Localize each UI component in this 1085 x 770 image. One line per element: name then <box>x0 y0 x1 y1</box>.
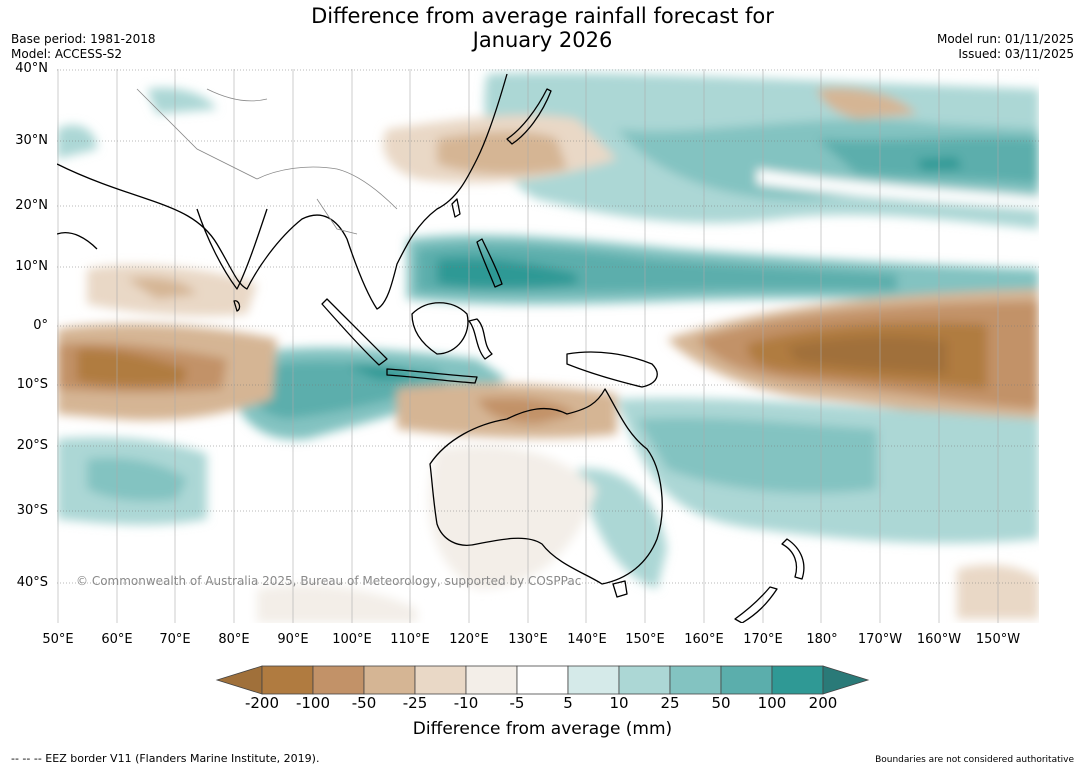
country-borders <box>136 88 398 235</box>
copyright-notice: © Commonwealth of Australia 2025, Bureau… <box>76 574 582 588</box>
lon-label-60e: 60°E <box>101 632 133 647</box>
colorbar-arrow-low <box>215 665 263 695</box>
lon-label-70e: 70°E <box>159 632 191 647</box>
lon-label-170e: 170°E <box>743 632 783 647</box>
eez-border-note: -- -- -- EEZ border V11 (Flanders Marine… <box>11 752 320 765</box>
colorbar-title: Difference from average (mm) <box>412 719 673 739</box>
lon-label-180: 180° <box>806 632 838 647</box>
colorbar-swatch <box>465 665 518 695</box>
base-period: Base period: 1981-2018 <box>11 32 156 46</box>
colorbar-tick-minus100: -100 <box>295 694 331 712</box>
lon-label-50e: 50°E <box>42 632 74 647</box>
lon-label-120e: 120°E <box>449 632 489 647</box>
colorbar-tick-100: 100 <box>757 694 787 712</box>
lon-label-110e: 110°E <box>390 632 430 647</box>
coastlines <box>57 73 805 623</box>
issued-date: Issued: 03/11/2025 <box>958 47 1074 61</box>
colorbar-tick-50: 50 <box>711 694 731 712</box>
lon-label-150e: 150°E <box>625 632 665 647</box>
anomaly-shading <box>57 72 1039 623</box>
lat-label-20n: 20°N <box>15 198 48 213</box>
colorbar-arrow-high <box>822 665 870 695</box>
lon-label-160e: 160°E <box>684 632 724 647</box>
lon-label-80e: 80°E <box>218 632 250 647</box>
colorbar-swatch <box>771 665 824 695</box>
colorbar-tick-minus25: -25 <box>402 694 428 712</box>
colorbar-swatch <box>516 665 569 695</box>
lat-label-20s: 20°S <box>16 438 48 453</box>
colorbar-swatch <box>567 665 620 695</box>
lon-label-140e: 140°E <box>567 632 607 647</box>
lon-label-150w: 150°W <box>975 632 1021 647</box>
lat-label-10n: 10°N <box>15 259 48 274</box>
colorbar-tick-minus5: -5 <box>509 694 525 712</box>
colorbar-swatch <box>669 665 722 695</box>
map-canvas <box>57 69 1039 623</box>
title-line-1: Difference from average rainfall forecas… <box>311 4 774 28</box>
lat-label-30n: 30°N <box>15 133 48 148</box>
colorbar-tick-25: 25 <box>660 694 680 712</box>
colorbar-tick-minus50: -50 <box>351 694 377 712</box>
lon-label-100e: 100°E <box>332 632 372 647</box>
model-name: Model: ACCESS-S2 <box>11 47 123 61</box>
lon-label-160w: 160°W <box>916 632 962 647</box>
colorbar-swatch <box>618 665 671 695</box>
lat-label-equator: 0° <box>33 318 48 333</box>
lat-label-40s: 40°S <box>16 575 48 590</box>
lon-label-130e: 130°E <box>508 632 548 647</box>
colorbar-tick-minus200: -200 <box>244 694 280 712</box>
run-info: Model run: 01/11/2025 Issued: 03/11/2025 <box>937 32 1074 62</box>
colorbar-tick-5: 5 <box>563 694 573 712</box>
meridians <box>57 69 999 623</box>
lat-label-40n: 40°N <box>15 61 48 76</box>
colorbar-legend <box>215 665 870 695</box>
title-line-2: January 2026 <box>472 28 613 52</box>
model-info: Base period: 1981-2018 Model: ACCESS-S2 <box>11 32 156 62</box>
lon-label-170w: 170°W <box>857 632 903 647</box>
colorbar-tick-200: 200 <box>808 694 838 712</box>
model-run: Model run: 01/11/2025 <box>936 32 1074 46</box>
rainfall-anomaly-map <box>57 69 1039 623</box>
lat-label-10s: 10°S <box>16 377 48 392</box>
colorbar-swatches <box>215 665 870 695</box>
lat-label-30s: 30°S <box>16 503 48 518</box>
colorbar-swatch <box>720 665 773 695</box>
colorbar-swatch <box>414 665 467 695</box>
lon-label-90e: 90°E <box>277 632 309 647</box>
boundary-disclaimer: Boundaries are not considered authoritat… <box>875 755 1074 765</box>
colorbar-swatch <box>363 665 416 695</box>
colorbar-tick-minus10: -10 <box>453 694 479 712</box>
colorbar-swatch <box>312 665 365 695</box>
map-title: Difference from average rainfall forecas… <box>0 4 1085 52</box>
colorbar-tick-10: 10 <box>609 694 629 712</box>
colorbar-swatch <box>261 665 314 695</box>
